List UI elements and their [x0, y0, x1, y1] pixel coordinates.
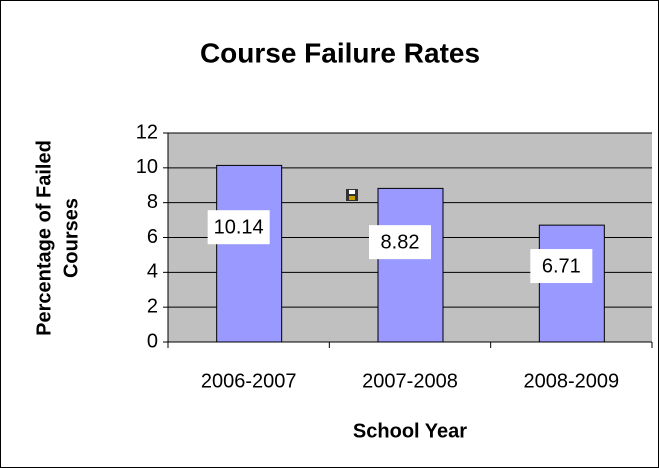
data-label-text: 8.82: [381, 231, 420, 253]
data-label-box: [207, 210, 270, 245]
y-tick-label: 8: [147, 191, 158, 213]
y-tick-label: 2: [147, 295, 158, 317]
y-tick-label: 4: [147, 261, 158, 283]
y-tick-label: 10: [136, 156, 158, 178]
bar: [216, 164, 283, 343]
y-tick-label: 0: [147, 330, 158, 352]
x-tick-label: 2006-2007: [201, 370, 297, 392]
x-tick-label: 2008-2009: [524, 370, 620, 392]
y-axis-title: Percentage of Failed Courses: [33, 140, 82, 336]
chart-title: Course Failure Rates: [200, 37, 480, 68]
y-tick-label: 12: [136, 121, 158, 143]
data-label-box: [530, 249, 593, 284]
data-label: 8.82: [369, 225, 431, 260]
save-icon: [346, 189, 358, 201]
y-tick-label: 6: [147, 226, 158, 248]
data-label: 10.14: [207, 210, 270, 245]
data-label-box: [369, 225, 431, 260]
y-axis-title-line: Courses: [60, 198, 82, 278]
x-tick-label: 2007-2008: [362, 370, 458, 392]
bar: [538, 224, 605, 343]
data-label-text: 10.14: [214, 216, 264, 238]
data-label: 6.71: [530, 249, 593, 284]
x-axis-title: School Year: [353, 420, 467, 442]
data-label-text: 6.71: [542, 255, 581, 277]
bar: [377, 187, 444, 343]
y-axis-title-line: Percentage of Failed: [33, 140, 55, 336]
